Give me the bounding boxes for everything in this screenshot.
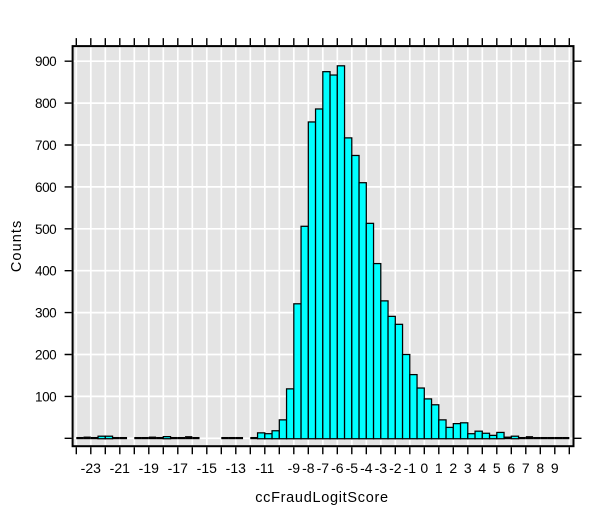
- svg-text:-3: -3: [375, 460, 388, 476]
- svg-text:200: 200: [35, 348, 56, 363]
- svg-text:-11: -11: [255, 460, 274, 476]
- svg-text:-17: -17: [168, 460, 188, 476]
- svg-text:800: 800: [35, 96, 56, 111]
- svg-text:900: 900: [35, 54, 56, 69]
- svg-text:-4: -4: [360, 460, 373, 476]
- svg-text:500: 500: [35, 222, 56, 237]
- svg-text:0: 0: [420, 460, 428, 476]
- svg-text:-15: -15: [197, 460, 217, 476]
- svg-text:1: 1: [435, 460, 443, 476]
- svg-text:300: 300: [35, 306, 56, 321]
- svg-text:600: 600: [35, 180, 56, 195]
- svg-text:8: 8: [536, 460, 544, 476]
- svg-text:-19: -19: [139, 460, 159, 476]
- svg-text:-7: -7: [317, 460, 330, 476]
- svg-text:-9: -9: [288, 460, 301, 476]
- svg-text:-1: -1: [404, 460, 417, 476]
- svg-text:Counts: Counts: [9, 220, 25, 273]
- svg-text:7: 7: [522, 460, 530, 476]
- svg-text:-13: -13: [226, 460, 246, 476]
- svg-text:ccFraudLogitScore: ccFraudLogitScore: [255, 490, 389, 506]
- svg-text:-5: -5: [346, 460, 359, 476]
- svg-text:400: 400: [35, 264, 56, 279]
- svg-text:-23: -23: [81, 460, 101, 476]
- svg-text:2: 2: [449, 460, 457, 476]
- svg-text:5: 5: [493, 460, 501, 476]
- svg-text:-21: -21: [110, 460, 130, 476]
- svg-text:700: 700: [35, 138, 56, 153]
- svg-text:-2: -2: [389, 460, 402, 476]
- svg-text:4: 4: [478, 460, 486, 476]
- svg-text:-6: -6: [331, 460, 344, 476]
- svg-text:6: 6: [507, 460, 515, 476]
- svg-text:9: 9: [551, 460, 559, 476]
- svg-text:-8: -8: [302, 460, 315, 476]
- svg-text:3: 3: [464, 460, 472, 476]
- svg-text:100: 100: [35, 389, 56, 404]
